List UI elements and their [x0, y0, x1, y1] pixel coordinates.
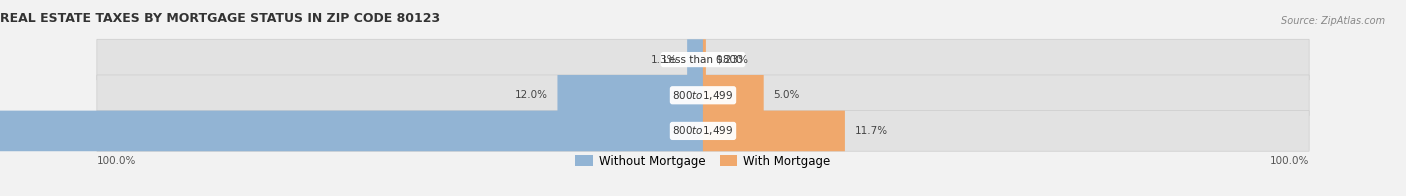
- FancyBboxPatch shape: [703, 111, 845, 151]
- FancyBboxPatch shape: [703, 39, 706, 80]
- Text: 5.0%: 5.0%: [773, 90, 800, 100]
- FancyBboxPatch shape: [557, 75, 703, 116]
- Text: 100.0%: 100.0%: [97, 156, 136, 166]
- FancyBboxPatch shape: [97, 75, 1309, 116]
- Legend: Without Mortgage, With Mortgage: Without Mortgage, With Mortgage: [575, 155, 831, 168]
- Text: 0.23%: 0.23%: [716, 54, 748, 65]
- Text: $800 to $1,499: $800 to $1,499: [672, 89, 734, 102]
- Text: 1.3%: 1.3%: [651, 54, 678, 65]
- Text: Less than $800: Less than $800: [664, 54, 742, 65]
- FancyBboxPatch shape: [688, 39, 703, 80]
- Text: 100.0%: 100.0%: [1270, 156, 1309, 166]
- Text: Source: ZipAtlas.com: Source: ZipAtlas.com: [1281, 16, 1385, 26]
- FancyBboxPatch shape: [703, 75, 763, 116]
- FancyBboxPatch shape: [97, 111, 1309, 151]
- Text: 12.0%: 12.0%: [515, 90, 548, 100]
- FancyBboxPatch shape: [0, 111, 703, 151]
- Text: $800 to $1,499: $800 to $1,499: [672, 124, 734, 137]
- Text: REAL ESTATE TAXES BY MORTGAGE STATUS IN ZIP CODE 80123: REAL ESTATE TAXES BY MORTGAGE STATUS IN …: [0, 12, 440, 25]
- Text: 11.7%: 11.7%: [855, 126, 887, 136]
- FancyBboxPatch shape: [97, 39, 1309, 80]
